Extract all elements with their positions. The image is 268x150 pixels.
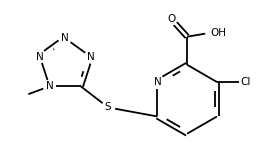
Text: Cl: Cl [241,77,251,87]
Text: O: O [168,14,176,24]
Text: N: N [61,33,69,43]
Text: S: S [105,102,111,112]
Text: N: N [46,81,53,91]
Text: N: N [36,52,44,62]
Text: N: N [87,52,94,62]
Text: N: N [154,77,161,87]
Text: OH: OH [211,28,227,38]
